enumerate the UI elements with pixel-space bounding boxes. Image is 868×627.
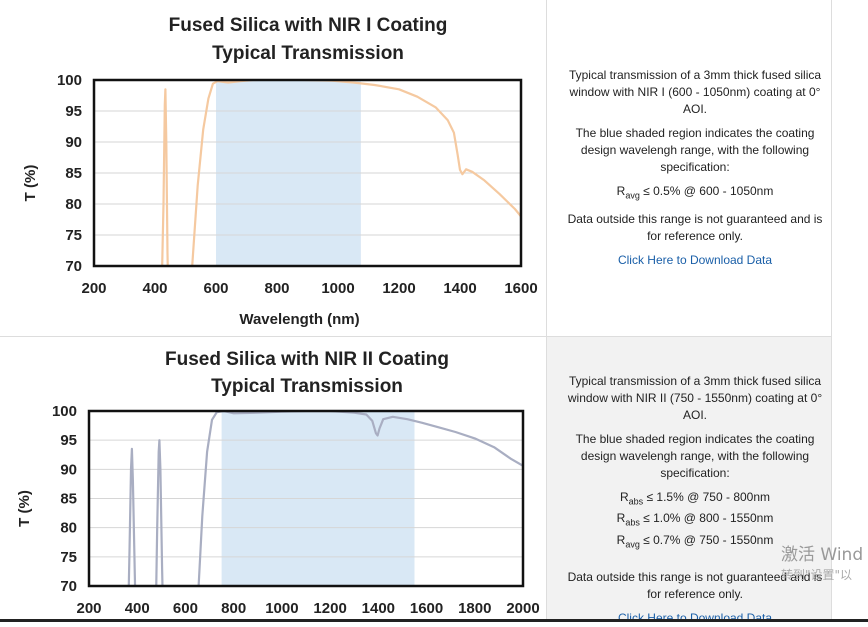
- row-divider: [0, 336, 832, 337]
- transmission-line: [161, 80, 521, 266]
- y-axis-label: T (%): [22, 165, 39, 202]
- description-nir2: Typical transmission of a 3mm thick fuse…: [552, 373, 838, 627]
- bottom-border: [0, 619, 868, 622]
- description-nir1-shading: The blue shaded region indicates the coa…: [575, 126, 815, 174]
- spec-item: Rabs ≤ 1.0% @ 800 - 1550nm: [616, 511, 774, 528]
- chart-subtitle: Typical Transmission: [212, 43, 404, 64]
- chart-nir2: Fused Silica with NIR II Coating Typical …: [16, 349, 540, 617]
- x-tick-label: 1400: [443, 280, 476, 297]
- x-tick-label: 400: [125, 600, 150, 617]
- chart-row-nir1: Fused Silica with NIR I Coating Typical T…: [0, 0, 832, 336]
- y-tick-label: 90: [60, 461, 77, 478]
- windows-activation-watermark-sub: 转到"设置"以: [781, 568, 853, 582]
- plot-frame: [87, 409, 525, 588]
- y-tick-label: 70: [65, 258, 82, 275]
- chart-cell-nir2: Fused Silica with NIR II Coating Typical …: [0, 336, 546, 622]
- description-nir1-intro: Typical transmission of a 3mm thick fuse…: [568, 68, 822, 116]
- description-nir2-shading: The blue shaded region indicates the coa…: [575, 432, 815, 480]
- chart-subtitle: Typical Transmission: [211, 376, 403, 397]
- spec-item: Rabs ≤ 1.5% @ 750 - 800nm: [619, 490, 771, 507]
- description-nir1: Typical transmission of a 3mm thick fuse…: [552, 67, 838, 269]
- x-tick-label: 1000: [321, 280, 354, 297]
- chart-title: Fused Silica with NIR I Coating: [169, 15, 448, 36]
- x-tick-label: 1600: [410, 600, 443, 617]
- y-tick-label: 85: [65, 165, 82, 182]
- download-data-link-nir1[interactable]: Click Here to Download Data: [617, 253, 773, 268]
- windows-activation-watermark: 激活 Wind: [781, 545, 864, 565]
- x-tick-label: 600: [203, 280, 228, 297]
- x-tick-label: 600: [173, 600, 198, 617]
- y-tick-label: 100: [52, 403, 77, 420]
- description-nir1-disclaimer: Data outside this range is not guarantee…: [567, 212, 823, 244]
- x-tick-label: 200: [76, 600, 101, 617]
- y-tick-label: 95: [65, 103, 82, 120]
- y-tick-label: 90: [65, 134, 82, 151]
- x-tick-label: 800: [264, 280, 289, 297]
- spec-list-nir2: Rabs ≤ 1.5% @ 750 - 800nm Rabs ≤ 1.0% @ …: [552, 489, 838, 553]
- x-tick-label: 1400: [362, 600, 395, 617]
- chart-row-nir2: Fused Silica with NIR II Coating Typical …: [0, 336, 832, 622]
- x-axis-label: Wavelength (nm): [239, 311, 359, 328]
- column-divider: [546, 0, 547, 622]
- plot-frame: [92, 78, 523, 268]
- x-tick-label: 1200: [382, 280, 415, 297]
- y-tick-label: 70: [60, 578, 77, 595]
- y-tick-label: 85: [60, 491, 77, 508]
- x-tick-label: 800: [221, 600, 246, 617]
- x-tick-label: 1600: [504, 280, 537, 297]
- spec-list-nir1: Ravg ≤ 0.5% @ 600 - 1050nm: [552, 183, 838, 204]
- spec-item: Ravg ≤ 0.7% @ 750 - 1550nm: [616, 532, 774, 550]
- y-tick-label: 75: [65, 227, 82, 244]
- series-group: [161, 80, 521, 266]
- chart-title: Fused Silica with NIR II Coating: [165, 349, 449, 370]
- chart-cell-nir1: Fused Silica with NIR I Coating Typical T…: [0, 0, 546, 336]
- y-tick-label: 75: [60, 549, 77, 566]
- y-tick-label: 100: [57, 72, 82, 89]
- y-axis-label: T (%): [16, 490, 33, 527]
- table-right-border: [831, 0, 832, 622]
- description-cell-nir1: [546, 0, 832, 336]
- x-tick-label: 400: [142, 280, 167, 297]
- x-tick-label: 1000: [265, 600, 298, 617]
- chart-nir1: Fused Silica with NIR I Coating Typical T…: [22, 15, 538, 328]
- y-tick-label: 80: [60, 520, 77, 537]
- y-tick-label: 80: [65, 196, 82, 213]
- description-nir2-intro: Typical transmission of a 3mm thick fuse…: [567, 374, 823, 422]
- x-tick-label: 200: [81, 280, 106, 297]
- description-nir2-disclaimer: Data outside this range is not guarantee…: [567, 570, 823, 602]
- x-tick-label: 1800: [458, 600, 491, 617]
- x-tick-label: 1200: [313, 600, 346, 617]
- x-tick-label: 2000: [506, 600, 539, 617]
- y-tick-label: 95: [60, 432, 77, 449]
- spec-item: Ravg ≤ 0.5% @ 600 - 1050nm: [616, 184, 774, 201]
